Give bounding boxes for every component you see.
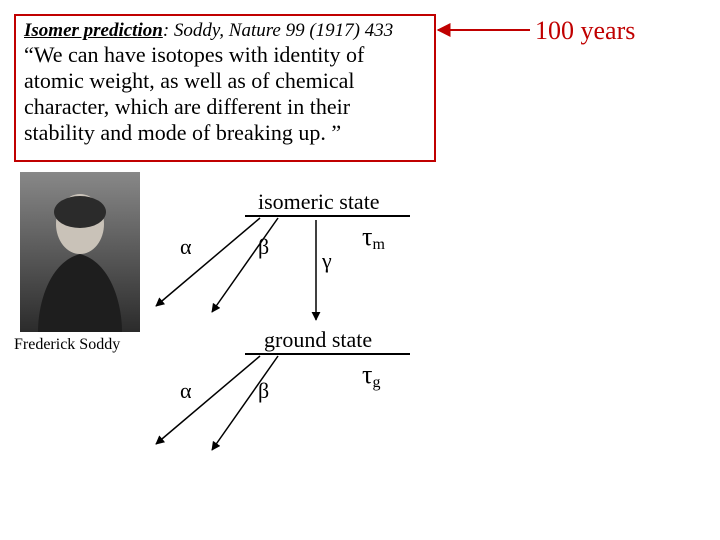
beta-upper-label: β: [258, 234, 269, 260]
tau-g-sub: g: [372, 374, 380, 391]
beta-upper-arrow: [212, 218, 278, 312]
tau-m-sub: m: [372, 236, 384, 253]
quote-box: Isomer prediction: Soddy, Nature 99 (191…: [14, 14, 436, 162]
tau-g-symbol: τ: [362, 360, 372, 389]
tau-m: τm: [362, 222, 385, 252]
tau-m-symbol: τ: [362, 222, 372, 251]
alpha-lower-arrow: [156, 356, 260, 444]
tau-g: τg: [362, 360, 380, 390]
years-label: 100 years: [535, 16, 635, 46]
portrait-caption: Frederick Soddy: [14, 336, 120, 354]
portrait-image: [20, 172, 140, 332]
citation-line: Isomer prediction: Soddy, Nature 99 (191…: [24, 20, 426, 42]
gamma-label: γ: [322, 248, 332, 274]
ground-state-label: ground state: [264, 327, 372, 353]
alpha-upper-arrow: [156, 218, 260, 306]
alpha-upper-label: α: [180, 234, 192, 260]
beta-lower-label: β: [258, 378, 269, 404]
quote-text: “We can have isotopes with identity of a…: [24, 42, 426, 146]
alpha-lower-label: α: [180, 378, 192, 404]
citation-lead: Isomer prediction: [24, 20, 163, 41]
isomeric-state-label: isomeric state: [258, 189, 380, 215]
citation-rest: : Soddy, Nature 99 (1917) 433: [163, 20, 393, 41]
